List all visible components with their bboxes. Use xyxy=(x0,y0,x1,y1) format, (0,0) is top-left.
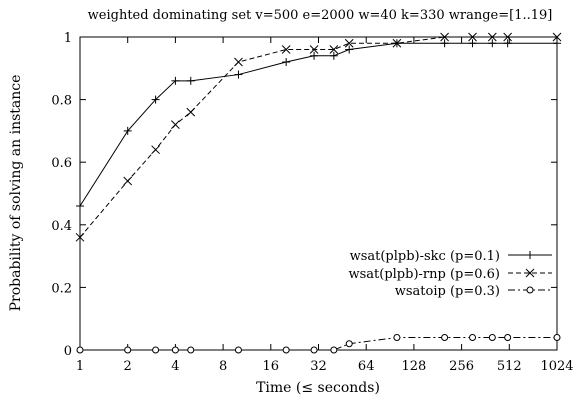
x-tick-label: 512 xyxy=(497,359,522,374)
legend-label: wsatoip (p=0.3) xyxy=(395,284,500,299)
data-point xyxy=(234,346,242,354)
series-line xyxy=(79,36,557,238)
data-point xyxy=(468,39,477,48)
data-point xyxy=(488,333,496,341)
legend: wsat(plpb)-skc (p=0.1) wsat(plpb)-rnp (p=… xyxy=(348,249,552,299)
data-point xyxy=(469,333,477,341)
data-point xyxy=(152,346,160,354)
y-tick-label: 1 xyxy=(64,31,72,46)
y-axis: 0 0.2 0.4 0.6 0.8 1 xyxy=(51,31,557,359)
data-point xyxy=(282,346,290,354)
data-point xyxy=(186,76,195,85)
x-axis-title: Time (≤ seconds) xyxy=(256,380,380,396)
data-point xyxy=(553,39,561,48)
legend-item-3: wsatoip (p=0.3) xyxy=(395,284,552,299)
data-point xyxy=(124,346,132,354)
data-point xyxy=(329,45,339,54)
data-point xyxy=(76,202,84,211)
series-2 xyxy=(75,32,562,242)
x-tick-label: 64 xyxy=(358,359,375,374)
x-tick-label: 1024 xyxy=(540,359,573,374)
x-axis: 1 2 4 8 16 32 64 128 256 512 1024 xyxy=(76,37,574,374)
x-tick-label: 2 xyxy=(124,359,132,374)
series-3 xyxy=(76,333,561,354)
data-point xyxy=(151,145,160,155)
data-point xyxy=(440,39,449,48)
data-point xyxy=(234,57,243,67)
chart-title: weighted dominating set v=500 e=2000 w=4… xyxy=(88,8,553,23)
series-1 xyxy=(76,39,561,211)
data-point xyxy=(187,346,195,354)
data-point xyxy=(503,32,513,42)
data-point xyxy=(310,346,318,354)
y-tick-label: 0.6 xyxy=(51,156,72,171)
y-tick-label: 0 xyxy=(64,344,72,359)
series-layer xyxy=(75,32,562,354)
x-tick-label: 32 xyxy=(310,359,327,374)
data-point xyxy=(186,107,196,117)
data-point xyxy=(329,51,338,60)
data-point xyxy=(309,45,319,54)
data-point xyxy=(75,232,85,242)
legend-item-1: wsat(plpb)-skc (p=0.1) xyxy=(350,249,552,264)
x-tick-label: 1 xyxy=(76,359,84,374)
data-point xyxy=(281,45,291,54)
y-axis-title: Probability of solving an instance xyxy=(8,75,24,312)
series-line xyxy=(79,42,557,207)
data-point xyxy=(123,126,132,135)
data-point xyxy=(468,32,477,42)
x-tick-label: 256 xyxy=(449,359,474,374)
legend-marker xyxy=(525,268,535,278)
y-tick-label: 0.8 xyxy=(51,94,72,109)
data-point xyxy=(330,346,338,354)
data-point xyxy=(392,38,402,48)
plot-frame xyxy=(79,36,558,351)
y-tick-label: 0.4 xyxy=(51,219,72,234)
legend-marker xyxy=(526,251,534,259)
data-point xyxy=(552,32,562,42)
data-point xyxy=(171,346,179,354)
x-tick-label: 8 xyxy=(219,359,227,374)
y-tick-label: 0.2 xyxy=(51,281,72,296)
legend-item-2: wsat(plpb)-rnp (p=0.6) xyxy=(348,267,552,282)
data-point xyxy=(171,76,180,85)
data-point xyxy=(488,39,497,48)
legend-label: wsat(plpb)-rnp (p=0.6) xyxy=(348,267,500,282)
data-point xyxy=(504,333,512,341)
data-point xyxy=(234,70,243,79)
data-point xyxy=(487,32,497,42)
x-tick-label: 128 xyxy=(401,359,426,374)
data-point xyxy=(553,333,561,341)
data-point xyxy=(503,39,512,48)
data-point xyxy=(441,333,449,341)
data-point xyxy=(345,340,353,348)
data-point xyxy=(123,176,133,186)
data-point xyxy=(345,45,354,54)
data-point xyxy=(151,95,160,104)
legend-marker xyxy=(526,286,534,294)
data-point xyxy=(310,51,319,60)
x-tick-label: 4 xyxy=(171,359,179,374)
series-line xyxy=(80,336,557,351)
data-point xyxy=(344,38,354,48)
data-point xyxy=(76,346,84,354)
legend-label: wsat(plpb)-skc (p=0.1) xyxy=(350,249,500,264)
data-point xyxy=(393,333,401,341)
data-point xyxy=(440,32,449,42)
data-point xyxy=(282,58,291,67)
x-tick-label: 16 xyxy=(263,359,280,374)
data-point xyxy=(171,120,180,129)
